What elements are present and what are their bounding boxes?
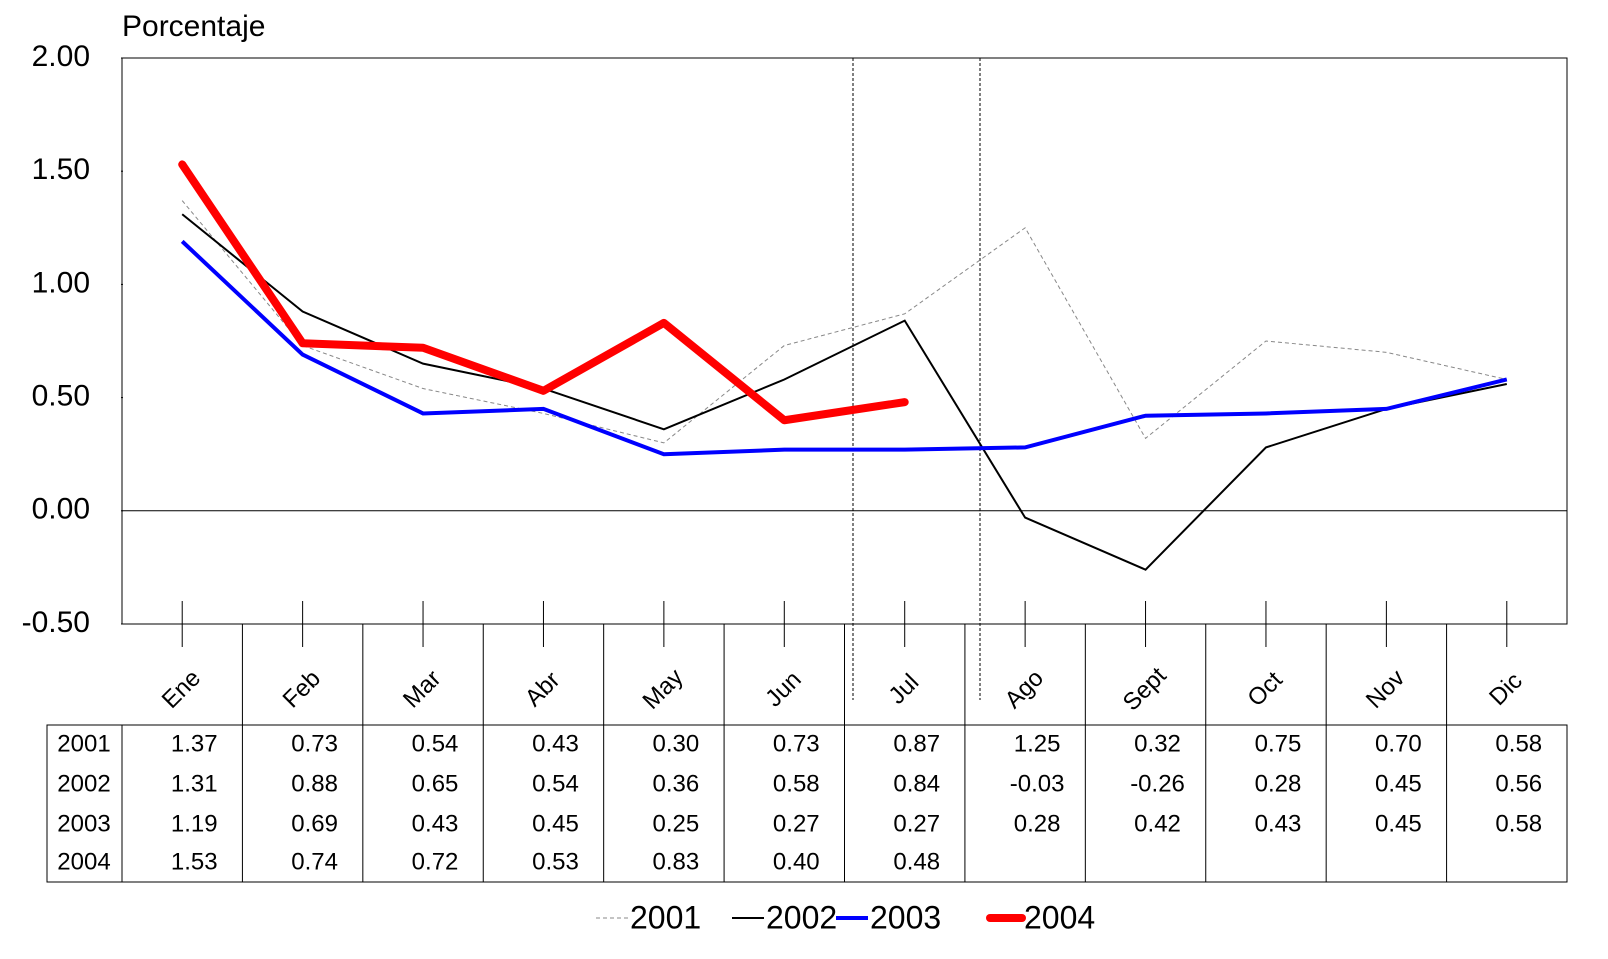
table-cell: 0.27 — [773, 810, 820, 837]
table-cell: 0.74 — [291, 848, 338, 875]
x-tick-label: Mar — [398, 665, 446, 713]
table-cell: 0.70 — [1375, 730, 1422, 757]
table-cell: 1.53 — [171, 848, 218, 875]
x-tick-label: Ene — [157, 665, 206, 714]
table-row-label: 2003 — [57, 810, 110, 837]
table-cell: 0.87 — [893, 730, 940, 757]
y-tick-label: 2.00 — [32, 40, 90, 73]
y-tick-label: 0.00 — [32, 493, 90, 526]
table-cell: 1.19 — [171, 810, 218, 837]
table-cell: 1.37 — [171, 730, 218, 757]
x-tick-label: Abr — [520, 666, 566, 712]
table-cell: 0.84 — [893, 770, 940, 797]
y-tick-label: 0.50 — [32, 380, 90, 413]
table-cell: 0.58 — [1495, 810, 1542, 837]
legend-label: 2003 — [870, 899, 941, 935]
legend-label: 2004 — [1024, 899, 1095, 935]
table-cell: 0.32 — [1134, 730, 1181, 757]
table-cell: -0.03 — [1010, 770, 1065, 797]
x-tick-label: Ago — [1000, 665, 1049, 714]
table-cell: 0.53 — [532, 848, 579, 875]
table-row-label: 2002 — [57, 770, 110, 797]
table-cell: 0.40 — [773, 848, 820, 875]
table-row-label: 2001 — [57, 730, 110, 757]
table-cell: 0.72 — [412, 848, 459, 875]
table-cell: 0.83 — [653, 848, 700, 875]
table-cell: 0.43 — [412, 810, 459, 837]
x-tick-label: May — [637, 664, 688, 715]
table-cell: 0.43 — [532, 730, 579, 757]
table-cell: 0.30 — [653, 730, 700, 757]
table-cell: 0.27 — [893, 810, 940, 837]
table-cell: 0.54 — [532, 770, 579, 797]
table-cell: -0.26 — [1130, 770, 1185, 797]
table-cell: 0.73 — [291, 730, 338, 757]
legend-label: 2001 — [630, 899, 701, 935]
table-row-label: 2004 — [57, 848, 110, 875]
x-tick-label: Sept — [1118, 662, 1172, 716]
series-line — [178, 160, 909, 425]
table-cell: 0.28 — [1255, 770, 1302, 797]
y-axis-label: Porcentaje — [122, 10, 265, 43]
table-cell: 0.28 — [1014, 810, 1061, 837]
table-cell: 0.56 — [1495, 770, 1542, 797]
table-cell: 0.36 — [653, 770, 700, 797]
x-tick-label: Feb — [278, 665, 326, 713]
table-cell: 0.58 — [1495, 730, 1542, 757]
x-tick-label: Jun — [760, 666, 806, 712]
table-cell: 1.25 — [1014, 730, 1061, 757]
x-tick-label: Jul — [883, 669, 924, 710]
table-cell: 0.75 — [1255, 730, 1302, 757]
x-tick-label: Nov — [1361, 665, 1410, 714]
table-cell: 0.58 — [773, 770, 820, 797]
table-cell: 0.88 — [291, 770, 338, 797]
table-frame — [46, 724, 1568, 883]
table-cell: 0.69 — [291, 810, 338, 837]
y-tick-label: -0.50 — [22, 606, 90, 639]
y-tick-label: 1.50 — [32, 153, 90, 186]
table-cell: 0.43 — [1255, 810, 1302, 837]
table-cell: 0.73 — [773, 730, 820, 757]
x-tick-label: Dic — [1484, 667, 1528, 711]
series-line — [181, 213, 1507, 571]
table-cell: 0.45 — [532, 810, 579, 837]
table-cell: 0.48 — [893, 848, 940, 875]
x-tick-label: Oct — [1242, 666, 1288, 712]
table-cell: 0.42 — [1134, 810, 1181, 837]
table-cell: 0.54 — [412, 730, 459, 757]
series-line — [180, 239, 1508, 457]
table-cell: 0.45 — [1375, 770, 1422, 797]
table-cell: 0.65 — [412, 770, 459, 797]
table-cell: 0.25 — [653, 810, 700, 837]
table-cell: 0.45 — [1375, 810, 1422, 837]
legend-label: 2002 — [766, 899, 837, 935]
series-line — [181, 200, 1507, 444]
table-cell: 1.31 — [171, 770, 218, 797]
y-tick-label: 1.00 — [32, 266, 90, 299]
